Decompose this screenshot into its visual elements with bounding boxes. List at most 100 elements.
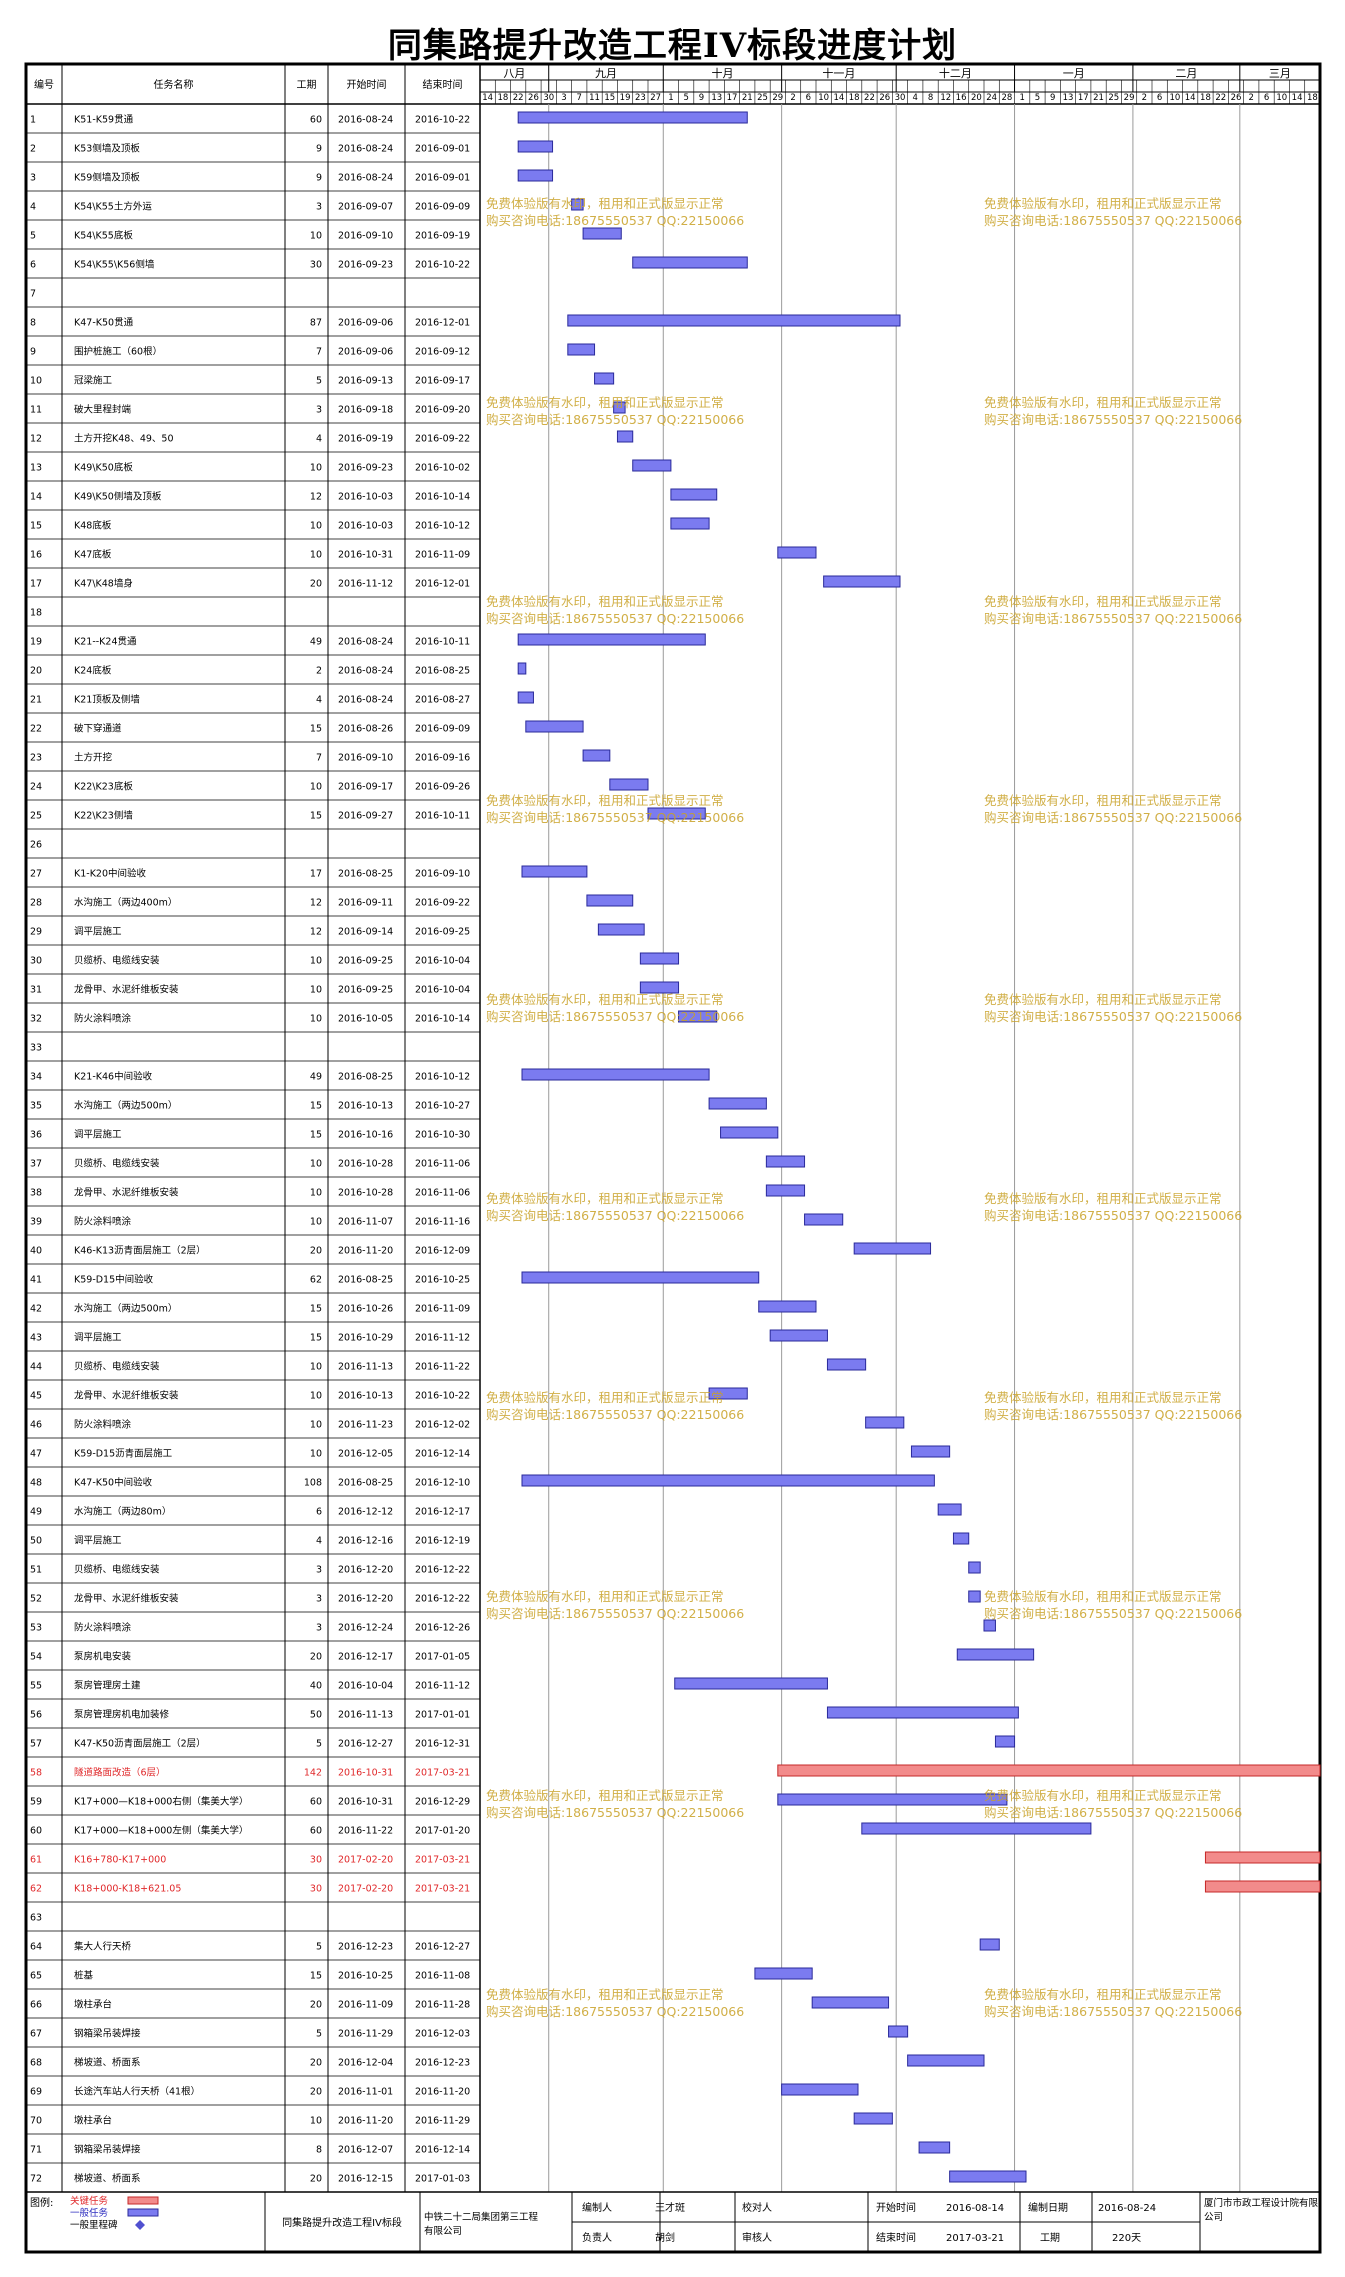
- day-tick-label: 17: [727, 93, 738, 103]
- day-tick-label: 2: [1142, 93, 1147, 103]
- day-tick-label: 2: [790, 93, 795, 103]
- legend-normal-swatch: [127, 2208, 159, 2217]
- task-bar: [826, 1358, 867, 1371]
- footer-cell: 编制日期: [1028, 2201, 1068, 2214]
- day-tick-label: 5: [683, 93, 688, 103]
- task-bar: [994, 1735, 1016, 1748]
- task-no: 59: [30, 1797, 42, 1808]
- task-no: 33: [30, 1043, 42, 1054]
- task-duration: 30: [310, 1855, 322, 1866]
- task-no: 6: [30, 260, 36, 271]
- task-end: 2016-10-11: [415, 637, 470, 648]
- watermark-text: 购买咨询电话:18675550537 QQ:22150066: [486, 1009, 744, 1024]
- task-no: 28: [30, 898, 42, 909]
- task-duration: 10: [310, 231, 322, 242]
- task-bar: [804, 1213, 844, 1226]
- task-no: 26: [30, 840, 42, 851]
- task-end: 2016-11-28: [415, 2000, 470, 2011]
- task-name: 泵房机电安装: [74, 1651, 132, 1663]
- task-name: K59-D15中间验收: [74, 1274, 154, 1286]
- task-end: 2016-11-29: [415, 2116, 470, 2127]
- watermark-text: 免费体验版有水印，租用和正式版显示正常: [486, 1191, 724, 1206]
- task-end: 2016-12-09: [415, 1246, 470, 1257]
- task-end: 2016-10-04: [415, 985, 470, 996]
- task-start: 2016-10-31: [338, 550, 393, 561]
- task-end: 2016-10-11: [415, 811, 470, 822]
- task-bar: [521, 865, 588, 878]
- task-name: 破大里程封端: [74, 404, 132, 416]
- task-duration: 9: [316, 144, 322, 155]
- task-end: 2016-09-22: [415, 434, 470, 445]
- column-header: 工期: [297, 79, 317, 91]
- task-no: 52: [30, 1594, 42, 1605]
- task-duration: 10: [310, 521, 322, 532]
- watermark-text: 购买咨询电话:18675550537 QQ:22150066: [486, 1407, 744, 1422]
- task-name: K16+780-K17+000: [74, 1855, 166, 1866]
- task-end: 2016-10-14: [415, 492, 470, 503]
- footer-cell: 2016-08-14: [946, 2203, 1004, 2214]
- task-no: 8: [30, 318, 36, 329]
- task-name: K22\K23底板: [74, 781, 133, 793]
- task-bar: [517, 633, 706, 646]
- task-name: 龙骨甲、水泥纤维板安装: [74, 1593, 179, 1605]
- task-no: 45: [30, 1391, 42, 1402]
- task-end: 2016-11-06: [415, 1188, 470, 1199]
- footer-design: 公司: [1204, 2212, 1223, 2223]
- day-tick-label: 22: [1215, 93, 1226, 103]
- day-tick-label: 6: [1264, 93, 1269, 103]
- task-bar: [616, 430, 634, 443]
- task-end: 2016-11-22: [415, 1362, 470, 1373]
- day-tick-label: 21: [1093, 93, 1104, 103]
- watermark-text: 免费体验版有水印，租用和正式版显示正常: [486, 992, 724, 1007]
- footer-design: 厦门市市政工程设计院有限: [1204, 2197, 1319, 2209]
- month-label: 十二月: [939, 66, 972, 80]
- task-name: K53侧墙及顶板: [74, 143, 140, 155]
- task-duration: 60: [310, 115, 322, 126]
- task-start: 2016-10-13: [338, 1101, 393, 1112]
- task-bar: [582, 749, 611, 762]
- task-duration: 3: [316, 1594, 322, 1605]
- task-no: 24: [30, 782, 42, 793]
- task-end: 2016-12-10: [415, 1478, 470, 1489]
- task-name: 桩基: [74, 1970, 94, 1982]
- task-bar: [708, 1097, 767, 1110]
- day-tick-label: 14: [482, 93, 493, 103]
- task-end: 2016-10-30: [415, 1130, 470, 1141]
- day-tick-label: 20: [971, 93, 982, 103]
- task-start: 2016-09-06: [338, 318, 393, 329]
- task-name: 水沟施工（两边500m）: [74, 1303, 177, 1315]
- task-duration: 10: [310, 550, 322, 561]
- task-start: 2016-10-16: [338, 1130, 393, 1141]
- task-bar: [567, 343, 596, 356]
- task-name: K49\K50侧墙及顶板: [74, 491, 162, 503]
- task-end: 2017-01-01: [415, 1710, 470, 1721]
- task-bar: [952, 1532, 970, 1545]
- watermark-text: 免费体验版有水印，租用和正式版显示正常: [486, 594, 724, 609]
- column-header: 结束时间: [423, 78, 463, 91]
- legend-title: 图例:: [30, 2196, 53, 2209]
- task-start: 2016-12-23: [338, 1942, 393, 1953]
- task-duration: 10: [310, 1362, 322, 1373]
- task-name: 贝缆桥、电缆线安装: [74, 1361, 160, 1373]
- task-name: K48底板: [74, 520, 112, 532]
- task-bar: [521, 1271, 760, 1284]
- watermark-text: 购买咨询电话:18675550537 QQ:22150066: [984, 412, 1242, 427]
- task-start: 2016-08-25: [338, 1478, 393, 1489]
- task-duration: 15: [310, 811, 322, 822]
- task-no: 3: [30, 173, 36, 184]
- task-no: 27: [30, 869, 42, 880]
- task-no: 9: [30, 347, 36, 358]
- task-name: 梯坡道、桥面系: [74, 2173, 141, 2185]
- task-name: K22\K23侧墙: [74, 810, 133, 822]
- task-end: 2016-08-27: [415, 695, 470, 706]
- watermark-text: 免费体验版有水印，租用和正式版显示正常: [486, 196, 724, 211]
- task-bar: [609, 778, 649, 791]
- task-bar: [968, 1590, 981, 1603]
- task-no: 7: [30, 289, 36, 300]
- task-end: 2016-12-14: [415, 2145, 470, 2156]
- task-name: K54\K55底板: [74, 230, 133, 242]
- task-bar: [907, 2054, 985, 2067]
- task-no: 20: [30, 666, 42, 677]
- task-name: 调平层施工: [74, 1129, 122, 1141]
- task-name: 防火涂料喷涂: [74, 1216, 132, 1228]
